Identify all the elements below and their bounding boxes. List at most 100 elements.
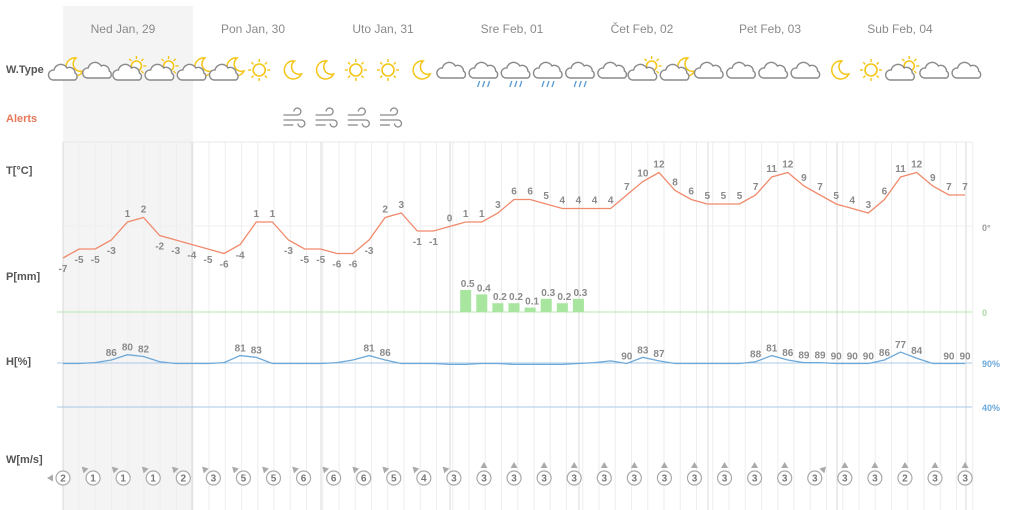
cloud-moon-icon — [47, 57, 85, 81]
wind-speed-label: 3 — [601, 474, 607, 485]
cloud-shape — [144, 63, 175, 81]
sun-ray — [876, 61, 880, 65]
sun-ray — [379, 61, 383, 65]
rain-drop — [578, 80, 582, 88]
wind-circle — [326, 470, 342, 486]
sun-ray — [173, 70, 177, 74]
cloud-icon — [790, 61, 821, 79]
temperature-label: 7 — [946, 182, 952, 193]
wind-arrow-head — [322, 466, 330, 474]
temperature-label: 4 — [592, 196, 598, 207]
temperature-label: 4 — [608, 196, 614, 207]
sun-ray — [250, 75, 255, 79]
temperature-label: 12 — [911, 160, 923, 171]
humidity-label: 86 — [782, 348, 794, 359]
wind-speed-label: 3 — [812, 474, 818, 485]
sun-ray — [913, 70, 917, 74]
row-label-humidity: H[%] — [6, 356, 31, 368]
sun-ray — [140, 70, 144, 74]
temperature-label: 7 — [624, 182, 630, 193]
temperature-label: 4 — [849, 196, 855, 207]
wind-circle — [777, 470, 793, 486]
sun-ray — [379, 75, 383, 79]
wind-stroke — [380, 119, 403, 128]
moon-shape — [412, 60, 432, 80]
wind-arrow-head — [690, 462, 698, 468]
sun-ray — [128, 58, 132, 62]
cloud-icon — [951, 61, 982, 79]
precipitation-bar — [572, 298, 584, 312]
wind-arrow-head — [630, 462, 638, 468]
cloud-icon — [725, 61, 756, 79]
moon-shape — [283, 60, 303, 80]
humidity-label: 80 — [122, 343, 134, 354]
temperature-label: 1 — [463, 209, 469, 220]
sun-ray — [250, 61, 255, 65]
cloud-moon-icon — [176, 57, 214, 81]
wind-speed-label: 1 — [150, 474, 156, 485]
wind-arrow-head — [171, 466, 179, 474]
temperature-label: -2 — [155, 242, 164, 253]
sun-ray — [173, 58, 177, 62]
rain-drop — [514, 80, 518, 88]
wind-arrow-head — [781, 462, 789, 468]
temperature-label: -6 — [220, 260, 229, 271]
cloud-shape — [436, 61, 467, 79]
temperature-label: 1 — [125, 209, 131, 220]
sun-ray — [913, 58, 917, 62]
wind-arrow-head — [510, 462, 518, 468]
wind-marker: 5 — [262, 466, 282, 486]
wind-speed-label: 3 — [752, 474, 758, 485]
wind-direction-arrow — [781, 462, 789, 468]
wind-speed-label: 5 — [271, 474, 277, 485]
wind-direction-arrow — [352, 466, 360, 474]
wind-arrow-head — [600, 462, 608, 468]
precipitation-bar — [492, 303, 504, 312]
cloud-sun-icon — [884, 56, 920, 81]
weather-icons — [47, 56, 982, 88]
wind-arrow-head — [202, 466, 209, 474]
wind-circle — [295, 470, 312, 486]
wind-direction-arrow — [292, 466, 299, 474]
wind-icon — [380, 107, 403, 128]
row-label-weather-type: W.Type — [6, 64, 44, 76]
wind-direction-arrow — [232, 466, 239, 474]
wind-icon — [315, 107, 338, 128]
moon-shape — [315, 60, 336, 80]
alerts-row — [283, 107, 403, 128]
wind-stroke — [380, 107, 399, 116]
wind-marker: 4 — [412, 466, 432, 486]
temperature-label: 3 — [398, 200, 404, 211]
sun-core — [348, 63, 363, 77]
wind-marker: 3 — [686, 462, 703, 486]
sun-ray — [393, 61, 397, 65]
wind-circle — [506, 470, 522, 486]
temperature-label: -5 — [91, 255, 100, 266]
temperature-label: 6 — [688, 187, 694, 198]
rain-drop — [583, 80, 587, 88]
rain-drop — [573, 80, 577, 88]
wind-marker: 1 — [111, 466, 131, 486]
temperature-line — [62, 171, 965, 259]
wind-arrow-head — [141, 466, 149, 474]
wind-circle — [416, 470, 432, 486]
wind-speed-label: 2 — [180, 474, 186, 485]
cloud-rain-icon — [532, 61, 563, 88]
wind-direction-arrow — [382, 466, 390, 474]
wind-speed-label: 5 — [241, 474, 247, 485]
wind-stroke — [283, 107, 302, 116]
row-label-temperature: T[°C] — [6, 165, 33, 177]
temperature-label: 6 — [511, 187, 517, 198]
wind-circle — [716, 470, 733, 486]
wind-direction-arrow — [841, 462, 849, 468]
wind-arrow-head — [480, 462, 488, 468]
cloud-shape — [884, 63, 915, 81]
sun-ray — [862, 75, 866, 79]
day-header-1: Ned Jan, 29 — [91, 22, 156, 36]
humidity-label: 86 — [380, 348, 392, 359]
temperature-label: 2 — [382, 205, 388, 216]
temperature-label: 7 — [817, 182, 823, 193]
wind-speed-label: 3 — [692, 474, 698, 485]
temperature-label: 11 — [895, 164, 906, 175]
wind-marker: 3 — [927, 462, 943, 486]
